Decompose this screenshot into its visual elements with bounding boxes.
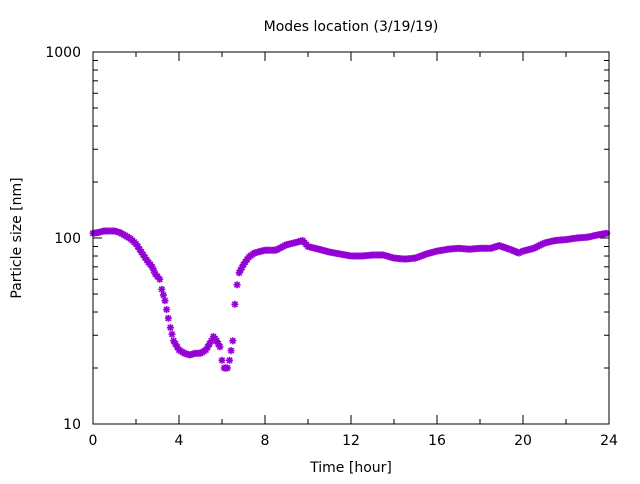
x-tick-label: 16 xyxy=(428,433,446,449)
data-point xyxy=(168,330,176,338)
data-point xyxy=(223,364,231,372)
data-point xyxy=(227,347,235,355)
data-point xyxy=(158,285,166,293)
y-axis-label: Particle size [nm] xyxy=(9,177,25,298)
data-point xyxy=(229,337,237,345)
chart-title: Modes location (3/19/19) xyxy=(264,19,439,35)
data-point xyxy=(156,275,164,283)
data-point xyxy=(166,324,174,332)
x-tick-label: 12 xyxy=(342,433,360,449)
y-tick-label: 1000 xyxy=(45,45,81,61)
x-axis-label: Time [hour] xyxy=(309,460,392,476)
data-point xyxy=(226,356,233,364)
data-point xyxy=(164,314,172,322)
x-tick-label: 24 xyxy=(600,433,618,449)
tick-labels: 10 100 1000 0 4 8 12 16 20 24 xyxy=(45,45,618,449)
x-tick-label: 20 xyxy=(514,433,532,449)
data-point xyxy=(163,306,171,313)
plot-frame xyxy=(92,51,610,425)
data-point xyxy=(233,281,241,289)
y-tick-label: 10 xyxy=(63,417,81,433)
data-point xyxy=(231,300,239,308)
x-tick-label: 4 xyxy=(175,433,184,449)
data-point xyxy=(218,356,226,364)
x-tick-label: 0 xyxy=(89,433,98,449)
data-point xyxy=(216,343,224,351)
data-point xyxy=(159,291,167,299)
y-tick-label: 100 xyxy=(54,231,81,247)
data-point xyxy=(161,297,169,305)
data-points xyxy=(89,227,611,372)
x-tick-label: 8 xyxy=(261,433,270,449)
axes xyxy=(92,52,610,425)
